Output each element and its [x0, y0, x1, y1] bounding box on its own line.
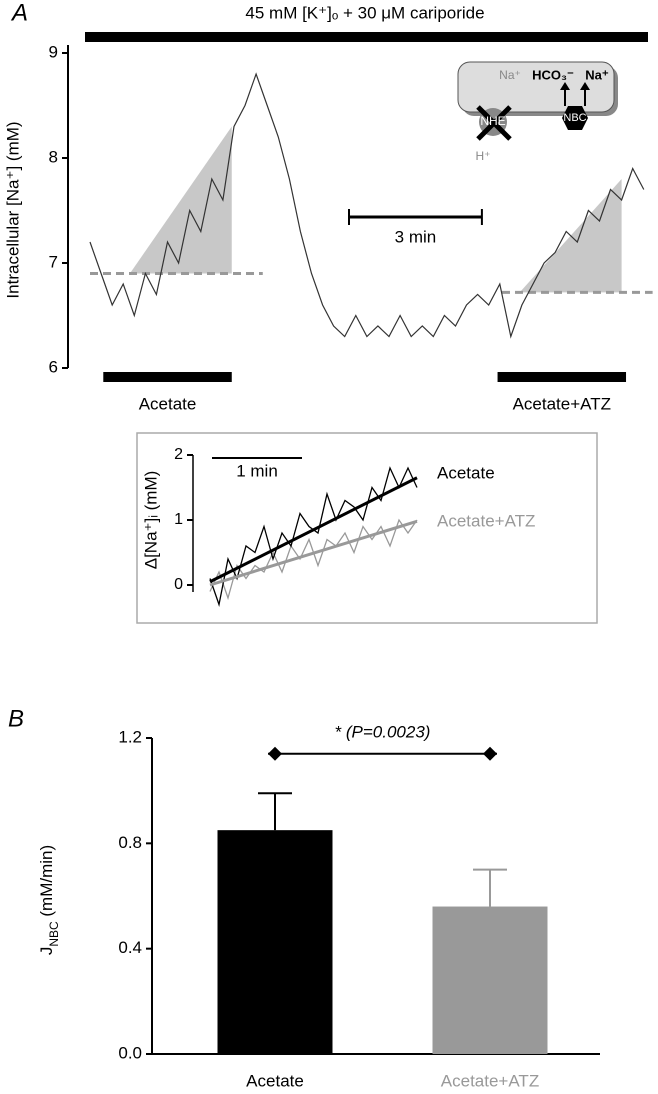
- bracket-end: [483, 746, 497, 761]
- scale-label: 3 min: [395, 227, 437, 246]
- y-tick-label: 0.0: [118, 1043, 142, 1062]
- bar: [217, 830, 333, 1054]
- chart-title: 45 mM [K⁺]ₒ + 30 μM cariporide: [245, 3, 484, 22]
- transporter-label: NHE: [480, 114, 505, 128]
- y-tick-label: 6: [49, 357, 58, 376]
- cell: [457, 61, 615, 113]
- arrow-head: [560, 82, 570, 90]
- x-tick-label: Acetate: [246, 1071, 304, 1090]
- ion-label: HCO₃⁻: [532, 67, 574, 82]
- y-axis-title-part: NBC: [47, 921, 61, 947]
- panel-label: B: [8, 705, 24, 732]
- arrow-head: [580, 82, 590, 90]
- y-axis-title-part: J: [37, 947, 56, 956]
- scale-label: 1 min: [236, 461, 278, 480]
- y-tick-label: 8: [49, 147, 58, 166]
- inset-frame: [136, 432, 598, 624]
- shaded-area: [129, 126, 232, 274]
- treatment-bar: [103, 372, 232, 382]
- fit-line: [209, 476, 418, 584]
- ion-label: H⁺: [476, 149, 491, 163]
- ion-label: Na⁺: [499, 68, 521, 82]
- y-axis-title: Δ[Na⁺]ᵢ (mM): [141, 471, 160, 570]
- y-tick-label: 9: [49, 42, 58, 61]
- y-axis-title: JNBC (mM/min): [37, 845, 61, 955]
- treatment-label: Acetate: [139, 394, 197, 413]
- panel-label: A: [10, 0, 28, 26]
- y-axis-title: Intracellular [Na⁺] (mM): [3, 121, 22, 298]
- legend-label: Acetate: [437, 463, 495, 482]
- y-tick-label: 1: [174, 511, 183, 528]
- treatment-bar: [85, 32, 648, 42]
- y-tick-label: 2: [174, 446, 183, 463]
- trace: [89, 72, 645, 339]
- ion-label: Na⁺: [585, 67, 609, 82]
- transporter-label: NBC: [563, 112, 586, 124]
- y-tick-label: 7: [49, 252, 58, 271]
- significance-label: * (P=0.0023): [335, 722, 431, 741]
- nbc-shape: [562, 106, 588, 130]
- fit-line: [209, 519, 418, 587]
- schematic: Na⁺ NHE H⁺ HCO₃⁻ Na⁺ NBC: [457, 61, 618, 163]
- cross: [476, 105, 512, 141]
- bar: [432, 906, 548, 1054]
- y-tick-label: 0: [174, 576, 183, 593]
- bracket-end: [268, 746, 282, 761]
- y-tick-label: 0.8: [118, 833, 142, 852]
- y-tick-label: 0.4: [118, 938, 142, 957]
- treatment-label: Acetate+ATZ: [513, 394, 611, 413]
- treatment-bar: [497, 372, 627, 382]
- legend-label: Acetate+ATZ: [437, 511, 535, 530]
- y-tick-label: 1.2: [118, 727, 142, 746]
- x-tick-label: Acetate+ATZ: [441, 1071, 539, 1090]
- y-axis-title-part: (mM/min): [37, 845, 56, 921]
